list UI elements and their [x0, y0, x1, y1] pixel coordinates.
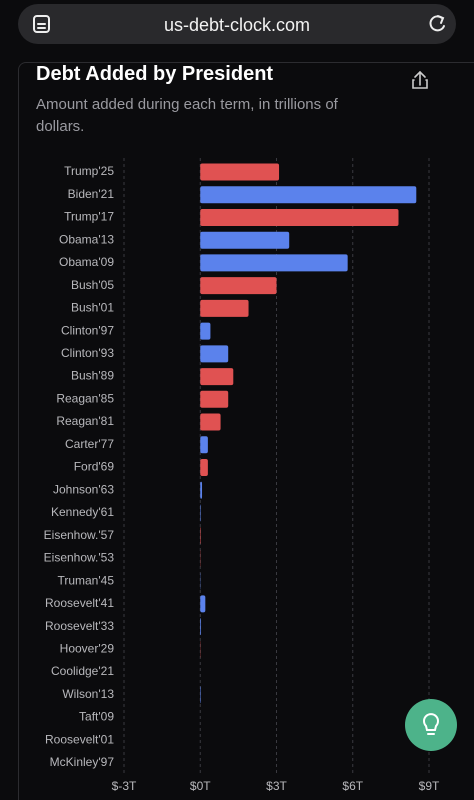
- y-tick-label: Bush'89: [71, 369, 114, 383]
- x-tick-label: $0T: [190, 779, 211, 793]
- y-tick-label: Ford'69: [74, 460, 115, 474]
- chart-title: Debt Added by President: [36, 63, 274, 85]
- y-tick-label: Clinton'93: [61, 346, 114, 360]
- x-tick-label: $3T: [266, 779, 287, 793]
- y-tick-label: Hoover'29: [60, 642, 115, 656]
- bar: [200, 527, 201, 545]
- share-icon[interactable]: [412, 70, 428, 89]
- bar: [200, 254, 348, 272]
- y-tick-label: Kennedy'61: [51, 505, 114, 519]
- y-tick-label: Eisenhow.'57: [44, 528, 115, 542]
- y-tick-label: Reagan'81: [56, 414, 114, 428]
- bar: [200, 686, 201, 704]
- bar: [200, 413, 221, 431]
- url: us-debt-clock.com: [163, 15, 311, 35]
- y-tick-label: Reagan'85: [56, 391, 114, 405]
- y-tick-label: Coolidge'21: [51, 664, 114, 678]
- y-tick-label: McKinley'97: [50, 755, 115, 769]
- x-tick-label: $9T: [419, 779, 440, 793]
- y-tick-label: Obama'13: [59, 232, 114, 246]
- y-tick-label: Trump'25: [64, 164, 114, 178]
- bar: [200, 322, 211, 340]
- bar: [200, 504, 201, 522]
- y-tick-label: Taft'09: [79, 710, 114, 724]
- bar: [200, 277, 277, 295]
- bar: [200, 163, 280, 181]
- x-tick-label: $6T: [342, 779, 363, 793]
- tip-button[interactable]: [405, 699, 457, 751]
- y-tick-label: Roosevelt'33: [45, 619, 114, 633]
- bar: [200, 458, 208, 476]
- chart-card: [18, 62, 474, 800]
- bar: [200, 481, 203, 499]
- y-tick-label: Clinton'97: [61, 323, 114, 337]
- bar: [200, 345, 229, 363]
- bar: [200, 436, 208, 454]
- y-tick-label: Obama'09: [59, 255, 114, 269]
- y-tick-label: Carter'77: [65, 437, 114, 451]
- bar: [200, 595, 206, 613]
- bar: [200, 186, 417, 204]
- y-tick-label: Trump'17: [64, 210, 114, 224]
- y-tick-label: Bush'01: [71, 301, 114, 315]
- y-tick-label: Truman'45: [57, 573, 114, 587]
- y-tick-label: Johnson'63: [53, 482, 114, 496]
- chart-subtitle: Amount added during each term, in trilli…: [36, 96, 338, 135]
- y-tick-label: Biden'21: [68, 187, 115, 201]
- address-bar[interactable]: us-debt-clock.com: [18, 4, 456, 44]
- address-icons: [33, 15, 445, 33]
- x-tick-label: $-3T: [112, 779, 137, 793]
- bar: [200, 208, 399, 226]
- bar: [200, 299, 249, 317]
- y-tick-label: Eisenhow.'53: [44, 551, 115, 565]
- bulb-icon: [423, 713, 439, 735]
- bar: [200, 368, 234, 386]
- bar: [200, 390, 229, 408]
- y-tick-label: Roosevelt'01: [45, 732, 114, 746]
- y-tick-label: Roosevelt'41: [45, 596, 114, 610]
- y-tick-label: Bush'05: [71, 278, 114, 292]
- y-tick-label: Wilson'13: [62, 687, 114, 701]
- bar: [200, 618, 202, 636]
- bar: [200, 231, 290, 249]
